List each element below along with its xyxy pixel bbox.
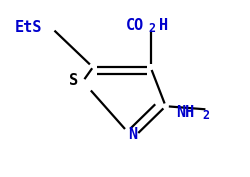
Text: 2: 2 (201, 109, 208, 122)
Text: S: S (68, 73, 78, 88)
Text: H: H (159, 18, 168, 33)
Text: NH: NH (175, 105, 193, 120)
Text: N: N (128, 127, 137, 142)
Text: EtS: EtS (15, 20, 42, 35)
Text: 2: 2 (148, 22, 155, 35)
Text: CO: CO (125, 18, 143, 33)
